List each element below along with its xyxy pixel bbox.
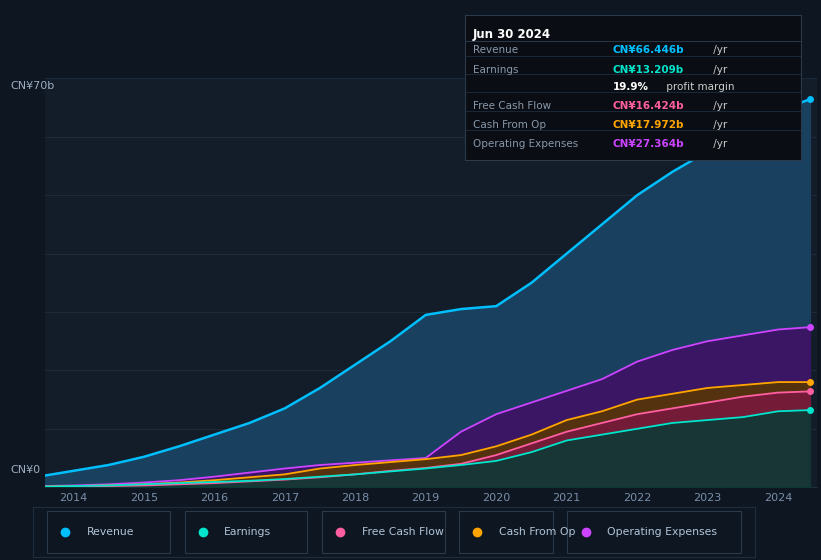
Text: /yr: /yr: [710, 45, 727, 55]
Text: /yr: /yr: [710, 65, 727, 75]
Text: CN¥17.972b: CN¥17.972b: [612, 120, 684, 130]
Text: Free Cash Flow: Free Cash Flow: [361, 527, 443, 537]
Text: Free Cash Flow: Free Cash Flow: [473, 101, 551, 111]
Text: /yr: /yr: [710, 120, 727, 130]
Text: CN¥13.209b: CN¥13.209b: [612, 65, 684, 75]
Text: Operating Expenses: Operating Expenses: [473, 139, 578, 148]
Text: Earnings: Earnings: [473, 65, 519, 75]
Text: CN¥16.424b: CN¥16.424b: [612, 101, 685, 111]
Text: CN¥27.364b: CN¥27.364b: [612, 139, 685, 148]
Text: Cash From Op: Cash From Op: [473, 120, 546, 130]
Text: Earnings: Earnings: [224, 527, 272, 537]
Text: Operating Expenses: Operating Expenses: [608, 527, 718, 537]
Text: Cash From Op: Cash From Op: [499, 527, 576, 537]
Text: CN¥70b: CN¥70b: [11, 81, 55, 91]
Text: CN¥0: CN¥0: [11, 465, 41, 475]
Text: CN¥66.446b: CN¥66.446b: [612, 45, 685, 55]
Text: Revenue: Revenue: [87, 527, 135, 537]
Text: /yr: /yr: [710, 139, 727, 148]
Text: 19.9%: 19.9%: [612, 82, 649, 92]
Text: Revenue: Revenue: [473, 45, 518, 55]
Text: profit margin: profit margin: [663, 82, 735, 92]
Text: /yr: /yr: [710, 101, 727, 111]
Text: Jun 30 2024: Jun 30 2024: [473, 28, 551, 41]
